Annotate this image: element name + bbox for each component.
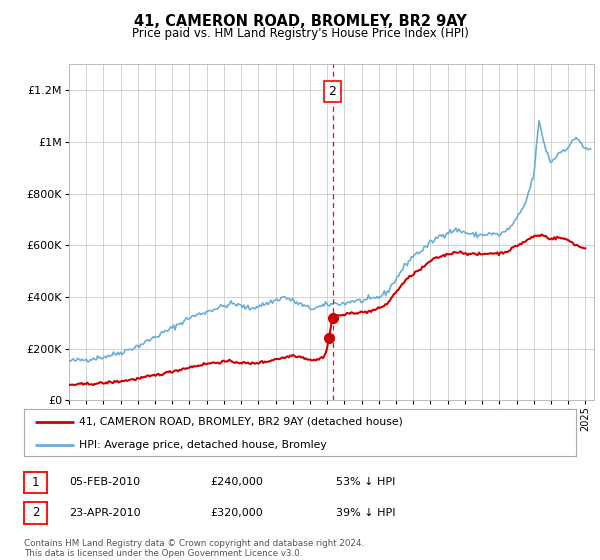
Text: 41, CAMERON ROAD, BROMLEY, BR2 9AY (detached house): 41, CAMERON ROAD, BROMLEY, BR2 9AY (deta… [79,417,403,427]
Text: 05-FEB-2010: 05-FEB-2010 [69,477,140,487]
Text: 1: 1 [32,475,39,489]
Text: 41, CAMERON ROAD, BROMLEY, BR2 9AY: 41, CAMERON ROAD, BROMLEY, BR2 9AY [134,14,466,29]
Text: £320,000: £320,000 [210,508,263,518]
Text: 39% ↓ HPI: 39% ↓ HPI [336,508,395,518]
Text: Price paid vs. HM Land Registry's House Price Index (HPI): Price paid vs. HM Land Registry's House … [131,27,469,40]
Text: £240,000: £240,000 [210,477,263,487]
Text: 2: 2 [32,506,39,520]
Text: HPI: Average price, detached house, Bromley: HPI: Average price, detached house, Brom… [79,441,327,450]
Text: 2: 2 [329,85,337,98]
Text: Contains HM Land Registry data © Crown copyright and database right 2024.
This d: Contains HM Land Registry data © Crown c… [24,539,364,558]
Text: 53% ↓ HPI: 53% ↓ HPI [336,477,395,487]
Text: 23-APR-2010: 23-APR-2010 [69,508,140,518]
